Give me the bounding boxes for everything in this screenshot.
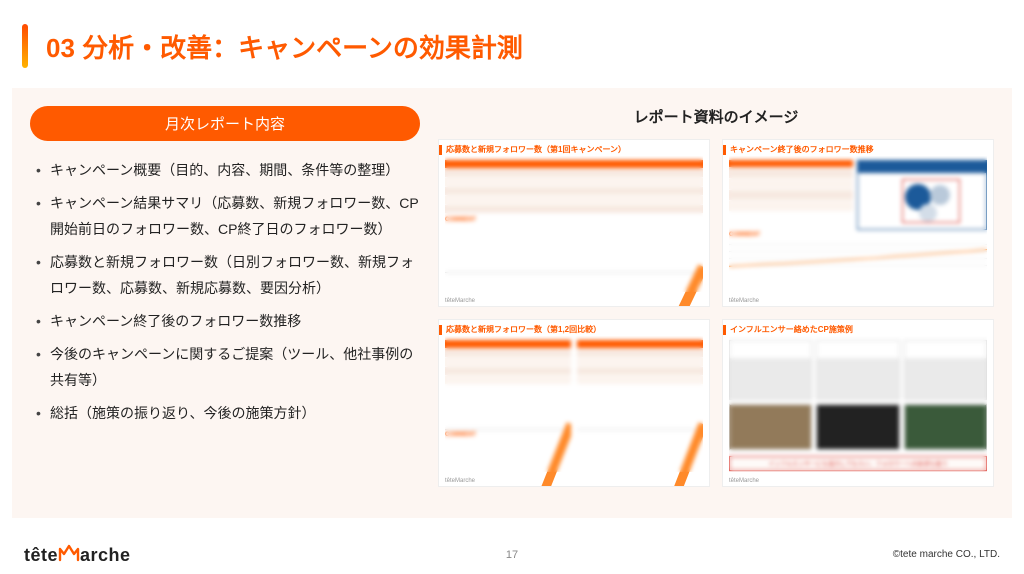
thumb-footer-logo: têteMarche xyxy=(729,298,759,304)
thumb-footer-logo: têteMarche xyxy=(445,478,475,484)
logo-tete: tête xyxy=(24,545,58,565)
left-column: 月次レポート内容 キャンペーン概要（目的、内容、期間、条件等の整理）キャンペーン… xyxy=(30,106,420,504)
content-area: 月次レポート内容 キャンペーン概要（目的、内容、期間、条件等の整理）キャンペーン… xyxy=(12,88,1012,518)
bullet-list: キャンペーン概要（目的、内容、期間、条件等の整理） キャンペーン結果サマリ（応募数… xyxy=(30,157,420,426)
bullet-item: 応募数と新規フォロワー数（日別フォロワー数、新規フォロワー数、応募数、新規応募数… xyxy=(34,249,420,302)
page-number: 17 xyxy=(506,549,518,561)
logo-m-icon xyxy=(58,544,80,567)
report-thumbnail: インフルエンサー絡めたCP施策例インフルエンサーにも協力してもらい、フォロワーへ… xyxy=(722,319,994,487)
right-header: レポート資料のイメージ xyxy=(438,106,994,127)
bullet-item: キャンペーン終了後のフォロワー数推移 xyxy=(34,308,420,335)
left-header-pill: 月次レポート内容 xyxy=(30,106,420,141)
title-row: 03 分析・改善：キャンペーンの効果計測 xyxy=(0,0,1024,88)
thumb-footer-logo: têteMarche xyxy=(445,298,475,304)
thumbnail-grid: 応募数と新規フォロワー数（第1回キャンペーン）COMMENTtêteMarche… xyxy=(438,139,994,487)
report-thumbnail: 応募数と新規フォロワー数（第1回キャンペーン）COMMENTtêteMarche xyxy=(438,139,710,307)
bullet-item: 総括（施策の振り返り、今後の施策方針） xyxy=(34,400,420,427)
bullet-item: キャンペーン結果サマリ（応募数、新規フォロワー数、CP開始前日のフォロワー数、C… xyxy=(34,190,420,243)
thumbnail-title: インフルエンサー絡めたCP施策例 xyxy=(730,324,853,335)
page-footer: tête arche 17 ©tete marche CO., LTD. xyxy=(24,543,1000,566)
thumbnail-title: 応募数と新規フォロワー数（第1回キャンペーン） xyxy=(446,144,626,155)
right-column: レポート資料のイメージ 応募数と新規フォロワー数（第1回キャンペーン）COMME… xyxy=(438,106,994,504)
bullet-item: 今後のキャンペーンに関するご提案（ツール、他社事例の共有等） xyxy=(34,341,420,394)
thumbnail-title: 応募数と新規フォロワー数（第1,2回比較） xyxy=(446,324,601,335)
copyright: ©tete marche CO., LTD. xyxy=(893,549,1000,560)
bullet-item: キャンペーン概要（目的、内容、期間、条件等の整理） xyxy=(34,157,420,184)
thumbnail-footer-note: インフルエンサーにも協力してもらい、フォロワーへの訴求も狙う xyxy=(729,456,987,471)
accent-bar xyxy=(22,24,28,68)
logo-arche: arche xyxy=(80,545,131,565)
thumb-footer-logo: têteMarche xyxy=(729,478,759,484)
thumbnail-title: キャンペーン終了後のフォロワー数推移 xyxy=(730,144,874,155)
logo: tête arche xyxy=(24,543,131,566)
report-thumbnail: 応募数と新規フォロワー数（第1,2回比較）COMMENTtêteMarche xyxy=(438,319,710,487)
page-title: 03 分析・改善：キャンペーンの効果計測 xyxy=(46,28,523,65)
report-thumbnail: キャンペーン終了後のフォロワー数推移COMMENTtêteMarche xyxy=(722,139,994,307)
